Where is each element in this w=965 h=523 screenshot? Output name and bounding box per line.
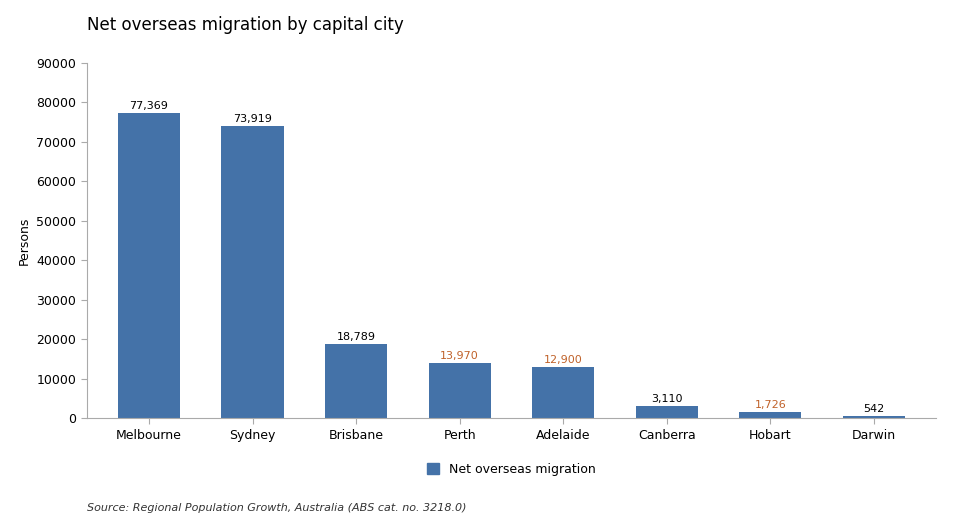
Bar bbox=[842, 416, 905, 418]
Y-axis label: Persons: Persons bbox=[18, 217, 31, 265]
Bar bbox=[636, 406, 698, 418]
Text: 13,970: 13,970 bbox=[440, 351, 479, 361]
Text: 3,110: 3,110 bbox=[651, 394, 682, 404]
Text: 12,900: 12,900 bbox=[544, 356, 583, 366]
Text: 73,919: 73,919 bbox=[234, 115, 272, 124]
Text: Source: Regional Population Growth, Australia (ABS cat. no. 3218.0): Source: Regional Population Growth, Aust… bbox=[87, 503, 466, 513]
Bar bbox=[222, 127, 284, 418]
Bar bbox=[325, 344, 387, 418]
Bar bbox=[739, 412, 801, 418]
Text: 1,726: 1,726 bbox=[755, 400, 786, 410]
Text: Net overseas migration by capital city: Net overseas migration by capital city bbox=[87, 16, 403, 33]
Bar bbox=[118, 112, 180, 418]
Text: 18,789: 18,789 bbox=[337, 332, 375, 342]
Bar bbox=[532, 368, 594, 418]
Text: 77,369: 77,369 bbox=[129, 101, 169, 111]
Legend: Net overseas migration: Net overseas migration bbox=[427, 463, 596, 476]
Text: 542: 542 bbox=[864, 404, 885, 414]
Bar bbox=[428, 363, 491, 418]
